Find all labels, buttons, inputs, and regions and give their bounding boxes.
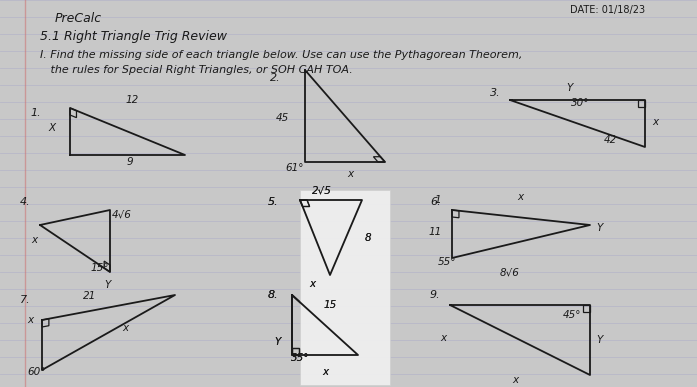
Text: 8.: 8. (268, 290, 279, 300)
Text: 35°: 35° (291, 353, 309, 363)
Text: 4.: 4. (20, 197, 31, 207)
Text: 35°: 35° (291, 353, 309, 363)
Text: 15: 15 (323, 300, 337, 310)
Text: x: x (512, 375, 518, 385)
Text: the rules for Special Right Triangles, or SOH CAH TOA.: the rules for Special Right Triangles, o… (40, 65, 353, 75)
Text: 5.: 5. (268, 197, 279, 207)
Text: x: x (309, 279, 315, 289)
Text: 8.: 8. (268, 290, 279, 300)
Text: 2.: 2. (270, 73, 281, 83)
Text: 45°: 45° (562, 310, 581, 320)
Text: 61°: 61° (286, 163, 305, 173)
Text: Y: Y (275, 337, 281, 347)
Text: 8: 8 (365, 233, 372, 243)
Text: x: x (31, 235, 37, 245)
Text: Y: Y (275, 337, 281, 347)
Text: x: x (322, 367, 328, 377)
Text: x: x (517, 192, 523, 202)
Text: 9: 9 (127, 157, 133, 167)
Text: I. Find the missing side of each triangle below. Use can use the Pythagorean The: I. Find the missing side of each triangl… (40, 50, 522, 60)
Text: Y: Y (105, 280, 112, 290)
Text: x: x (27, 315, 33, 325)
Text: x: x (652, 117, 658, 127)
Text: 15°: 15° (91, 263, 109, 273)
Text: 5.: 5. (268, 197, 279, 207)
Text: 1.: 1. (30, 108, 40, 118)
Text: 3.: 3. (490, 88, 500, 98)
Text: Y: Y (567, 83, 573, 93)
Text: 45: 45 (275, 113, 289, 123)
Polygon shape (300, 190, 390, 385)
Text: 6.: 6. (430, 197, 441, 207)
Text: 8√6: 8√6 (500, 267, 520, 277)
Text: x: x (347, 169, 353, 179)
Text: 8: 8 (365, 233, 372, 243)
Text: Y: Y (597, 223, 603, 233)
Text: 15: 15 (323, 300, 337, 310)
Text: 21: 21 (84, 291, 97, 301)
Text: 4√6: 4√6 (112, 209, 132, 219)
Text: x: x (322, 367, 328, 377)
Text: 60°: 60° (28, 367, 46, 377)
Text: 2√5: 2√5 (312, 185, 332, 195)
Text: DATE: 01/18/23: DATE: 01/18/23 (570, 5, 645, 15)
Text: Y: Y (597, 335, 603, 345)
Text: x: x (122, 323, 128, 333)
Text: 2√5: 2√5 (312, 185, 332, 195)
Text: 9.: 9. (430, 290, 441, 300)
Text: 1: 1 (435, 195, 441, 205)
Text: 42: 42 (604, 135, 617, 145)
Text: 12: 12 (125, 95, 139, 105)
Text: 11: 11 (429, 227, 442, 237)
Text: 55°: 55° (438, 257, 457, 267)
Text: x: x (440, 333, 446, 343)
Text: X: X (48, 123, 56, 133)
Text: PreCalc: PreCalc (55, 12, 102, 25)
Text: 30°: 30° (571, 98, 589, 108)
Text: 7.: 7. (20, 295, 31, 305)
Text: x: x (309, 279, 315, 289)
Text: 5.1 Right Triangle Trig Review: 5.1 Right Triangle Trig Review (40, 30, 227, 43)
